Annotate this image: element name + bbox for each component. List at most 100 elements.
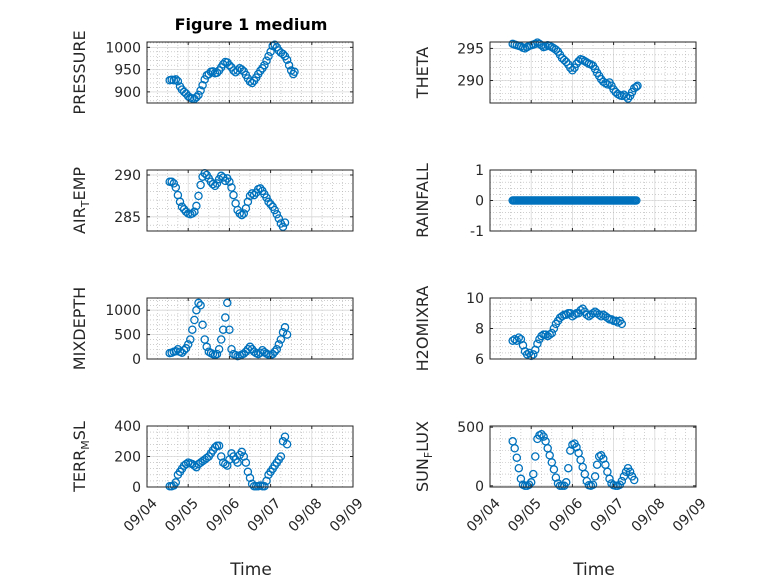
data-point [537,429,546,439]
data-point [186,335,195,344]
series-markers [165,432,292,491]
data-point [239,209,249,218]
data-point [284,60,294,70]
data-point [617,319,627,329]
y-tick-label: 295 [457,41,484,57]
data-point [551,473,561,482]
grid [489,426,697,487]
data-point [568,66,577,75]
series-markers [508,304,627,361]
data-point [510,444,519,453]
data-point [572,442,581,452]
data-point [596,312,606,321]
data-point [529,469,538,479]
data-point [188,325,197,334]
data-point [549,324,559,333]
data-point [282,330,292,339]
data-point [183,340,193,349]
data-point [539,432,548,441]
data-point [582,310,592,320]
data-point [276,335,286,344]
data-point [198,80,207,90]
data-point [194,90,203,100]
data-point [208,179,218,189]
data-point [522,350,532,359]
data-point [268,349,277,359]
data-point [171,75,181,84]
data-point [262,193,271,202]
data-point [221,313,230,322]
data-point [214,344,224,354]
y-tick-label: 200 [114,450,141,466]
data-point [229,190,238,200]
data-point [566,446,575,455]
axes-panel-5: 0 500 1000 MIXDEPTH [70,287,354,370]
data-point [551,45,561,54]
data-point [171,346,181,356]
data-point [623,94,633,103]
data-point [249,347,259,356]
data-point [290,67,299,77]
data-point [210,443,220,452]
data-point [198,320,207,330]
data-point [173,76,183,86]
data-point [570,310,579,320]
y-tick-label: 1000 [105,40,141,56]
y-tick-label: 1000 [105,303,141,319]
data-point [233,458,242,467]
data-point [617,476,627,486]
figure-title: Figure 1 medium [175,15,328,34]
data-point [274,214,284,223]
y-tick-label: 0 [132,480,141,496]
data-point [599,454,608,464]
y-axis-label: H2OMIXRA [413,286,432,372]
y-tick-label: 900 [114,85,141,101]
data-point [212,349,222,359]
data-point [588,309,598,318]
y-tick-label: 6 [475,352,484,368]
xlabel-right: Time [572,560,615,580]
data-point [588,480,598,489]
xlabel-left: Time [229,560,272,580]
data-point [613,89,622,99]
data-point [175,197,185,207]
y-tick-label: 0 [132,352,141,368]
data-point [218,325,228,334]
data-point [632,196,641,205]
data-point [280,218,290,227]
data-point [243,197,253,207]
data-point [633,81,642,90]
data-point [266,200,275,209]
data-point [262,56,271,65]
data-point [225,325,234,334]
data-point [603,80,612,89]
y-axis-label: PRESSURE [70,30,89,114]
y-tick-label: 500 [457,420,484,436]
data-point [272,210,282,219]
data-point [541,42,550,51]
data-point [221,176,230,186]
data-point [561,57,571,67]
y-tick-label: 8 [475,322,484,338]
grid [489,297,697,360]
data-point [181,459,191,469]
series-markers [508,38,642,103]
data-point [200,75,209,84]
data-point [216,335,226,344]
data-point [524,480,534,489]
data-point [235,209,244,218]
y-axis-label: THETA [413,47,432,99]
data-point [177,202,187,212]
data-point [272,344,282,354]
data-point [278,327,288,337]
y-tick-label: 290 [457,74,484,90]
data-point [266,47,275,57]
data-point [621,92,631,101]
series-markers [508,429,639,491]
data-point [179,345,189,355]
data-point [192,305,201,315]
data-point [218,60,228,69]
data-point [256,184,265,193]
data-point [167,177,176,186]
data-point [227,344,236,354]
